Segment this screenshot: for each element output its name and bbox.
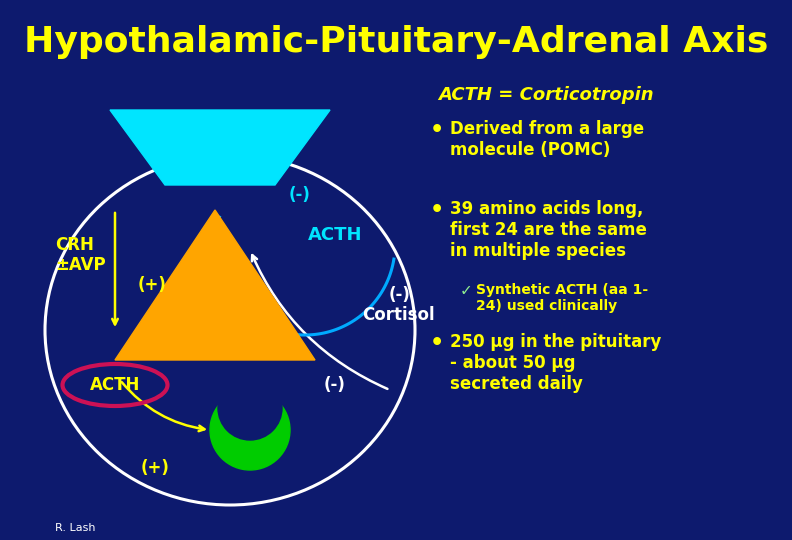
Text: ACTH = Corticotropin: ACTH = Corticotropin: [438, 86, 653, 104]
Circle shape: [218, 376, 282, 440]
Text: •: •: [430, 200, 444, 220]
Text: Synthetic ACTH (aa 1-
24) used clinically: Synthetic ACTH (aa 1- 24) used clinicall…: [476, 283, 648, 313]
Text: •: •: [430, 120, 444, 140]
Text: Hypothalamic-Pituitary-Adrenal Axis: Hypothalamic-Pituitary-Adrenal Axis: [24, 25, 768, 59]
Text: CRH
±AVP: CRH ±AVP: [55, 235, 105, 274]
Text: •: •: [430, 333, 444, 353]
Text: Cortisol: Cortisol: [362, 306, 434, 324]
Polygon shape: [110, 110, 330, 185]
Text: Derived from a large
molecule (POMC): Derived from a large molecule (POMC): [450, 120, 644, 159]
Text: (+): (+): [140, 459, 169, 477]
Polygon shape: [115, 210, 315, 360]
Text: 39 amino acids long,
first 24 are the same
in multiple species: 39 amino acids long, first 24 are the sa…: [450, 200, 647, 260]
Text: (-): (-): [389, 286, 411, 304]
Text: (-): (-): [324, 376, 346, 394]
Text: ✓: ✓: [460, 283, 473, 298]
Text: 250 μg in the pituitary
- about 50 μg
secreted daily: 250 μg in the pituitary - about 50 μg se…: [450, 333, 661, 393]
Text: (+): (+): [138, 276, 166, 294]
Text: R. Lash: R. Lash: [55, 523, 96, 533]
Text: (-): (-): [289, 186, 311, 204]
Text: ACTH: ACTH: [89, 376, 140, 394]
Text: ACTH: ACTH: [308, 226, 362, 244]
Circle shape: [210, 390, 290, 470]
